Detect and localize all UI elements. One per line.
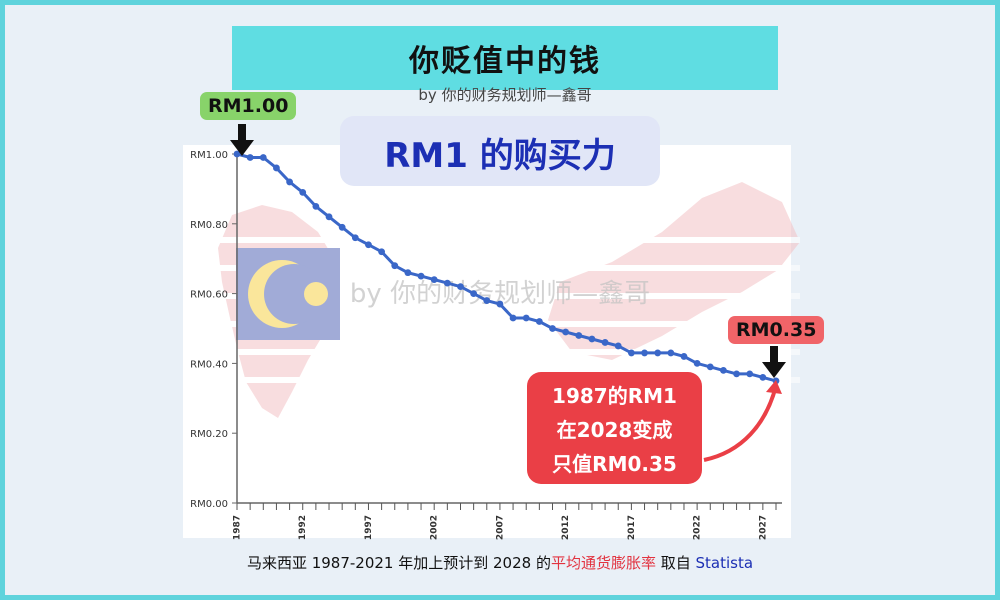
data-point (575, 332, 583, 339)
data-point (588, 335, 596, 343)
y-tick-label: RM0.60 (190, 290, 228, 301)
annotation-arrows (230, 124, 786, 462)
data-point (325, 213, 333, 221)
footer-highlight: 平均通货膨胀率 (550, 554, 656, 572)
data-point (391, 262, 399, 270)
data-point (457, 283, 464, 291)
data-point (667, 349, 675, 357)
y-tick-label: RM0.40 (190, 359, 228, 370)
data-point (522, 314, 530, 322)
y-tick-label: RM1.00 (190, 150, 228, 161)
data-point (746, 370, 754, 378)
x-tick-label: 1992 (298, 515, 308, 540)
title-banner (232, 26, 778, 90)
x-tick-label: 1987 (233, 515, 243, 540)
data-point (680, 353, 688, 360)
data-point (759, 373, 767, 381)
heading-box (340, 116, 660, 186)
data-point (259, 154, 267, 161)
chart-axes (236, 154, 782, 504)
data-point (509, 314, 517, 322)
data-point (246, 154, 254, 161)
data-point (470, 290, 478, 297)
malaysia-map-decoration (200, 182, 800, 418)
data-point (430, 276, 438, 284)
data-point (654, 349, 662, 357)
x-tick-label: 2017 (627, 515, 637, 540)
data-point (601, 339, 609, 346)
series-points (233, 150, 780, 385)
star-icon (304, 282, 328, 306)
data-point (365, 241, 372, 249)
data-point (733, 370, 740, 378)
note-line: 1987的RM1 (552, 384, 677, 408)
data-point (693, 360, 701, 367)
data-point (351, 234, 359, 242)
data-point (299, 188, 307, 196)
y-tick-label: RM0.00 (190, 499, 228, 510)
y-tick-label: RM0.20 (190, 429, 228, 440)
x-tick-label: 2002 (430, 515, 440, 540)
crescent-moon-cutout (264, 264, 324, 324)
data-point (562, 328, 570, 336)
end-value-callout: RM0.35 (728, 316, 825, 344)
data-point (233, 150, 241, 158)
data-point (404, 269, 412, 277)
source-link[interactable]: Statista (695, 554, 754, 572)
note-arrowhead-icon (766, 380, 782, 394)
note-box (527, 372, 702, 484)
source-footer: 马来西亚 1987-2021 年加上预计到 2028 的平均通货膨胀率 取自 S… (0, 552, 1000, 573)
note-line: 只值RM0.35 (552, 452, 677, 476)
data-point (286, 178, 293, 186)
y-tick-label: RM0.80 (190, 220, 228, 231)
data-point (549, 325, 556, 332)
x-tick-label: 2022 (693, 515, 703, 540)
page-subtitle: by 你的财务规划师—鑫哥 (418, 86, 592, 104)
data-point (378, 248, 386, 256)
data-point (706, 363, 714, 371)
y-axis-ticks: RM0.00 RM0.20 RM0.40 RM0.60 RM0.80 RM1.00 (190, 150, 237, 510)
data-point (338, 223, 346, 231)
x-tick-label: 2027 (758, 515, 768, 540)
data-point (483, 297, 491, 304)
start-value-callout: RM1.00 (200, 92, 297, 120)
data-point (614, 342, 622, 350)
data-point (535, 318, 543, 325)
footer-prefix: 马来西亚 1987-2021 年加上预计到 2028 的 (246, 554, 551, 572)
footer-middle: 取自 (655, 554, 696, 572)
x-tick-label: 2012 (561, 515, 571, 540)
x-tick-label: 1997 (364, 515, 374, 540)
start-arrow-icon (230, 124, 254, 156)
end-arrow-icon (762, 346, 786, 378)
data-point (720, 366, 727, 374)
data-point (627, 349, 635, 357)
data-point (312, 202, 320, 210)
x-tick-label: 2007 (495, 515, 505, 540)
data-point (273, 164, 280, 172)
data-point (641, 349, 648, 357)
x-axis-ticks: 1987 1992 1997 2002 2007 2012 2017 2022 2027 (233, 503, 777, 540)
page-title: 你贬值中的钱 (409, 44, 601, 79)
note-line: 在2028变成 (556, 418, 673, 442)
data-point (417, 272, 425, 280)
chart-heading: RM1 的购买力 (384, 136, 616, 176)
note-curve-arrow (703, 385, 778, 462)
data-point (443, 279, 451, 287)
data-point (496, 300, 504, 308)
